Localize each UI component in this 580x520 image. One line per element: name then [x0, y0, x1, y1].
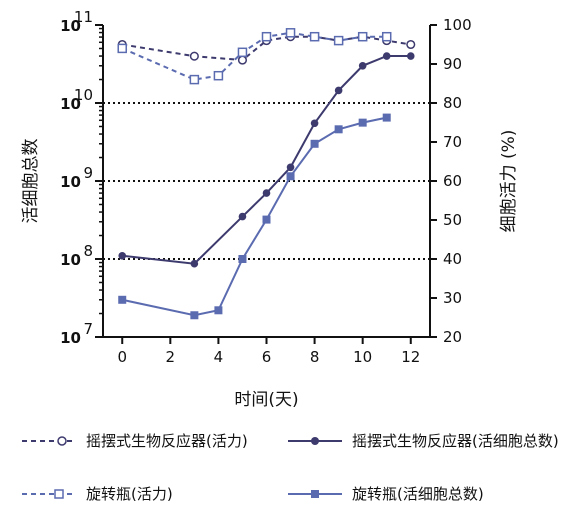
- data-point: [406, 52, 415, 60]
- x-tick-label: 10: [353, 348, 372, 366]
- y-left-tick-exponent: 7: [83, 320, 93, 338]
- legend-item-spinner-viability: 旋转瓶(活力): [22, 483, 173, 504]
- data-point: [213, 70, 224, 81]
- legend-label: 旋转瓶(活力): [86, 485, 173, 503]
- data-point: [189, 51, 199, 61]
- data-point: [214, 306, 223, 315]
- y-right-tick-label: 70: [443, 133, 462, 151]
- x-tick-label: 12: [401, 348, 420, 366]
- axes: [102, 25, 431, 338]
- y-left-tick-label: 10: [60, 17, 81, 35]
- x-tick-label: 2: [166, 348, 176, 366]
- data-point: [310, 119, 319, 128]
- data-point: [309, 31, 320, 42]
- x-tick-label: 8: [310, 348, 320, 366]
- data-point: [285, 28, 296, 38]
- legend-swatch-rocker-count: [288, 436, 342, 445]
- y-right-tick-label: 30: [443, 289, 462, 307]
- data-point: [189, 74, 200, 85]
- data-point: [358, 61, 367, 70]
- series-2: [117, 28, 392, 85]
- y-right-tick-label: 100: [443, 16, 472, 34]
- y-axis-left-title: 活细胞总数: [21, 139, 41, 224]
- legend-swatch-spinner-count: [288, 489, 342, 498]
- data-point: [237, 55, 248, 65]
- data-point: [286, 172, 295, 181]
- y-left-tick-exponent: 9: [83, 164, 93, 182]
- data-point: [262, 189, 271, 197]
- data-point: [118, 251, 127, 260]
- legend-item-spinner-count: 旋转瓶(活细胞总数): [288, 483, 484, 504]
- x-tick-label: 6: [262, 348, 272, 366]
- series-layer: [117, 28, 416, 320]
- gridlines: [103, 102, 430, 260]
- data-point: [333, 35, 344, 46]
- data-point: [357, 31, 368, 42]
- series-line: [122, 116, 387, 317]
- data-point: [334, 86, 343, 95]
- data-point: [382, 52, 391, 60]
- series-line: [122, 55, 411, 265]
- y-right-tick-label: 20: [443, 328, 462, 346]
- y-left-tick-exponent: 11: [74, 8, 93, 26]
- series-1: [118, 52, 415, 268]
- legend-item-rocker-viability: 摇摆式生物反应器(活力): [22, 430, 248, 451]
- data-point: [334, 125, 343, 134]
- y-axis-right-title: 细胞活力 (%): [499, 130, 519, 233]
- data-point: [381, 31, 392, 42]
- y-right-tick-label: 90: [443, 55, 462, 73]
- data-point: [190, 259, 199, 268]
- y-right-tick-label: 60: [443, 172, 462, 190]
- data-point: [382, 113, 391, 122]
- data-point: [406, 39, 416, 50]
- legend-label: 旋转瓶(活细胞总数): [352, 485, 484, 503]
- x-tick-label: 4: [214, 348, 224, 366]
- data-point: [262, 215, 271, 224]
- data-point: [117, 43, 127, 54]
- y-left-tick-exponent: 10: [74, 86, 93, 104]
- data-point: [118, 295, 127, 304]
- data-point: [238, 255, 247, 263]
- data-point: [238, 212, 247, 221]
- data-point: [237, 47, 248, 58]
- y-left-tick-label: 10: [60, 251, 81, 269]
- data-point: [358, 118, 367, 127]
- data-point: [190, 311, 199, 320]
- y-right-tick-label: 80: [443, 94, 462, 112]
- data-point: [286, 163, 295, 172]
- x-axis-title: 时间(天): [234, 390, 298, 410]
- data-point: [310, 139, 319, 148]
- legend-swatch-spinner-viability: [22, 488, 76, 499]
- y-left-tick-label: 10: [60, 95, 81, 113]
- y-left-tick-label: 10: [60, 173, 81, 191]
- y-left-tick-exponent: 8: [83, 242, 93, 260]
- y-right-tick-label: 50: [443, 211, 462, 229]
- x-tick-label: 0: [117, 348, 127, 366]
- legend-item-rocker-count: 摇摆式生物反应器(活细胞总数): [288, 430, 559, 451]
- legend-swatch-rocker-viability: [22, 435, 76, 446]
- legend: 摇摆式生物反应器(活力) 摇摆式生物反应器(活细胞总数) 旋转瓶(活力) 旋转瓶…: [0, 420, 580, 520]
- data-point: [261, 31, 272, 42]
- series-line: [122, 35, 411, 62]
- legend-label: 摇摆式生物反应器(活细胞总数): [352, 432, 559, 450]
- series-line: [121, 31, 387, 81]
- legend-label: 摇摆式生物反应器(活力): [86, 432, 248, 450]
- y-left-tick-label: 10: [60, 329, 81, 347]
- y-right-tick-label: 40: [443, 250, 462, 268]
- series-3: [118, 113, 391, 320]
